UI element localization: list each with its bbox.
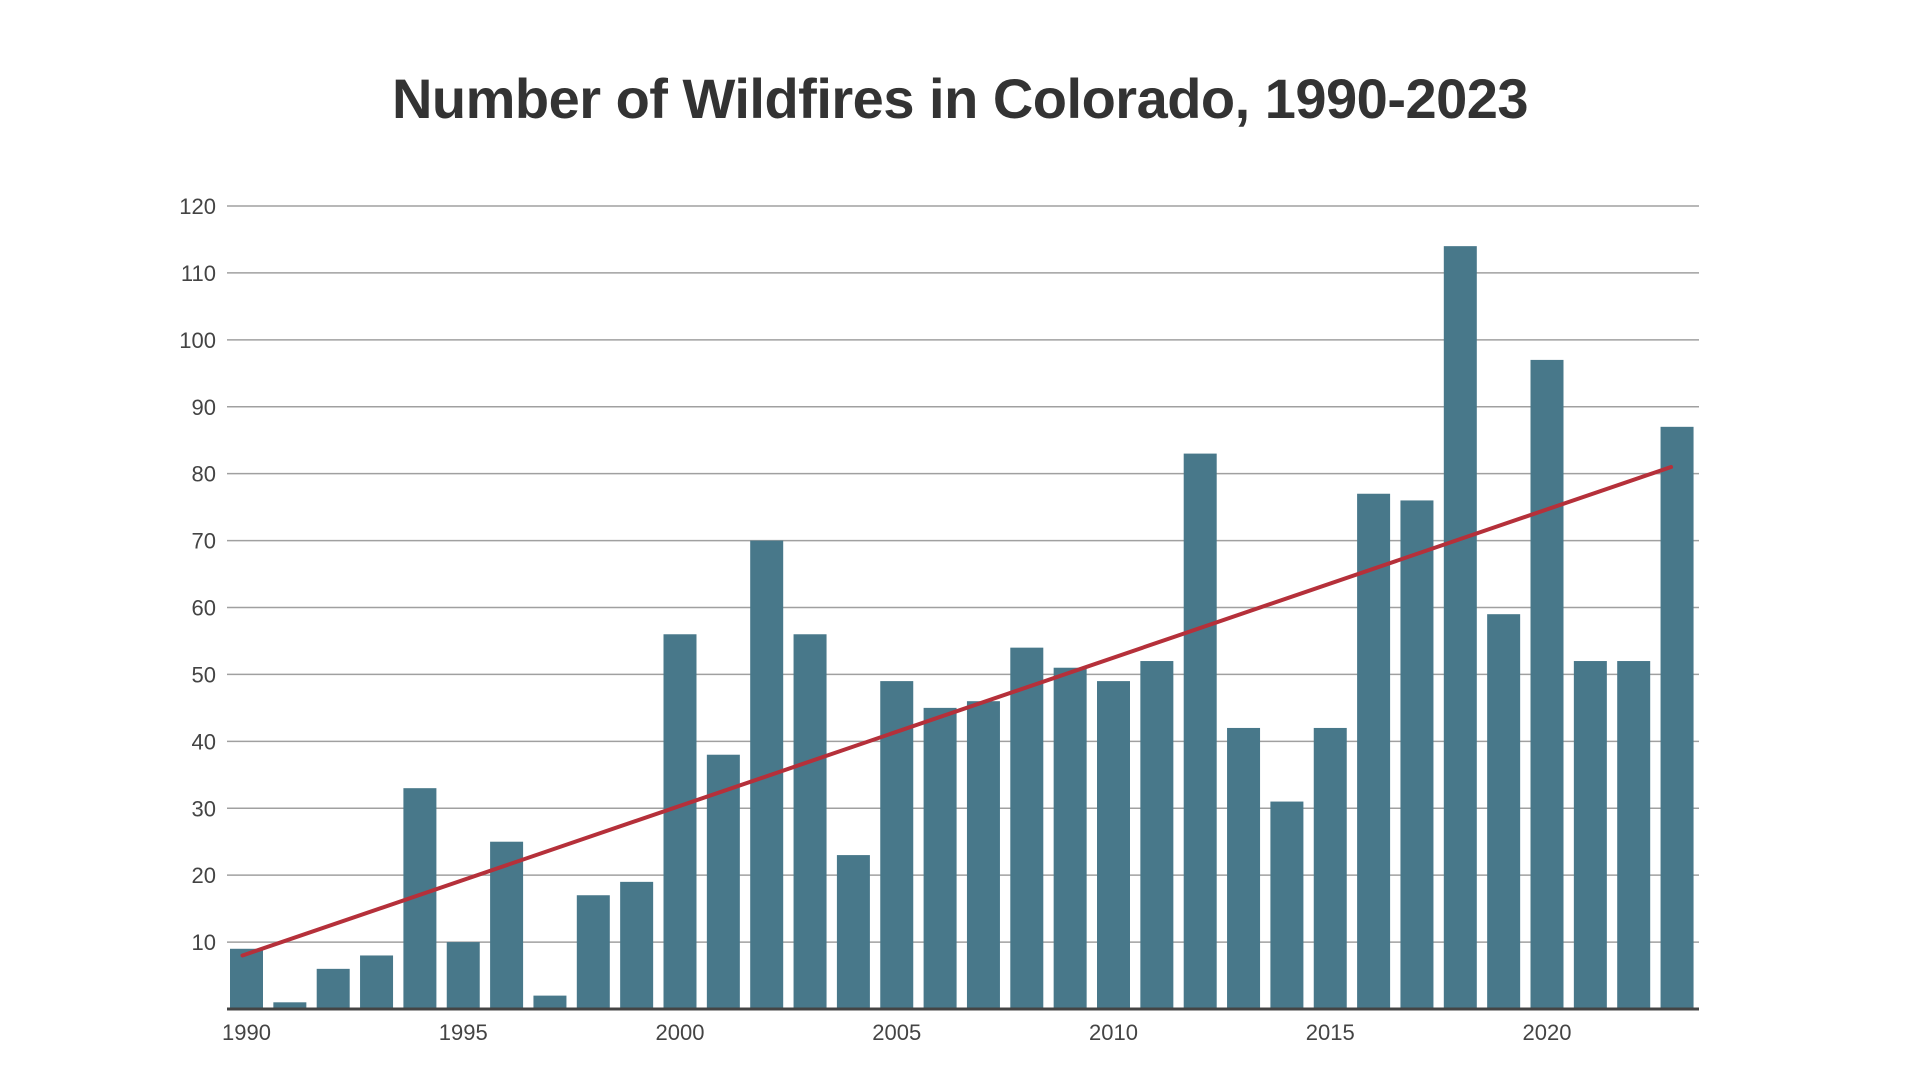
bar-2020 — [1530, 359, 1564, 1009]
x-tick-label: 2010 — [1089, 1020, 1138, 1045]
y-tick-label: 30 — [192, 796, 216, 821]
y-tick-label: 10 — [192, 930, 216, 955]
bar-2008 — [1010, 647, 1044, 1009]
y-tick-label: 90 — [192, 395, 216, 420]
bar-2011 — [1140, 661, 1174, 1009]
bar-2006 — [923, 707, 957, 1009]
bar-2001 — [706, 754, 740, 1009]
x-tick-label: 1990 — [222, 1020, 271, 1045]
trendline — [240, 464, 1674, 958]
bar-2010 — [1097, 681, 1130, 1009]
y-tick-label: 60 — [192, 596, 216, 621]
bar-1990 — [230, 948, 263, 1009]
bar-2023 — [1660, 426, 1694, 1009]
bar-2018 — [1443, 246, 1477, 1009]
x-tick-label: 2005 — [872, 1020, 921, 1045]
x-tick-label: 2015 — [1306, 1020, 1355, 1045]
bar-1995 — [446, 942, 480, 1009]
bar-2013 — [1227, 727, 1261, 1009]
bar-2019 — [1487, 614, 1521, 1009]
bar-1998 — [576, 895, 610, 1009]
y-tick-label: 80 — [192, 462, 216, 487]
bar-1993 — [360, 955, 394, 1009]
bar-2016 — [1357, 493, 1391, 1009]
y-tick-label: 50 — [192, 662, 216, 687]
bar-2004 — [836, 855, 870, 1009]
bar-1991 — [273, 1002, 307, 1009]
x-tick-label: 2000 — [656, 1020, 705, 1045]
bar-1999 — [620, 881, 654, 1009]
y-tick-label: 100 — [179, 328, 216, 353]
bar-2000 — [663, 634, 697, 1009]
bar-2012 — [1183, 453, 1217, 1009]
bar-2003 — [793, 634, 827, 1009]
y-tick-label: 40 — [192, 729, 216, 754]
bar-2022 — [1617, 661, 1651, 1009]
y-tick-label: 110 — [181, 261, 216, 286]
chart-title: Number of Wildfires in Colorado, 1990-20… — [391, 67, 1529, 130]
bar-2009 — [1053, 667, 1087, 1009]
bar-2014 — [1270, 801, 1304, 1009]
bar-2015 — [1313, 727, 1347, 1009]
bar-2007 — [966, 701, 1000, 1009]
y-tick-label: 70 — [192, 529, 216, 554]
bar-1997 — [533, 995, 567, 1009]
bar-2017 — [1400, 500, 1434, 1009]
bar-1992 — [316, 968, 350, 1009]
bar-2021 — [1573, 661, 1607, 1009]
x-tick-label: 1995 — [439, 1020, 488, 1045]
x-tick-label: 2020 — [1523, 1020, 1572, 1045]
y-tick-label: 20 — [192, 863, 216, 888]
y-tick-label: 120 — [179, 194, 216, 219]
